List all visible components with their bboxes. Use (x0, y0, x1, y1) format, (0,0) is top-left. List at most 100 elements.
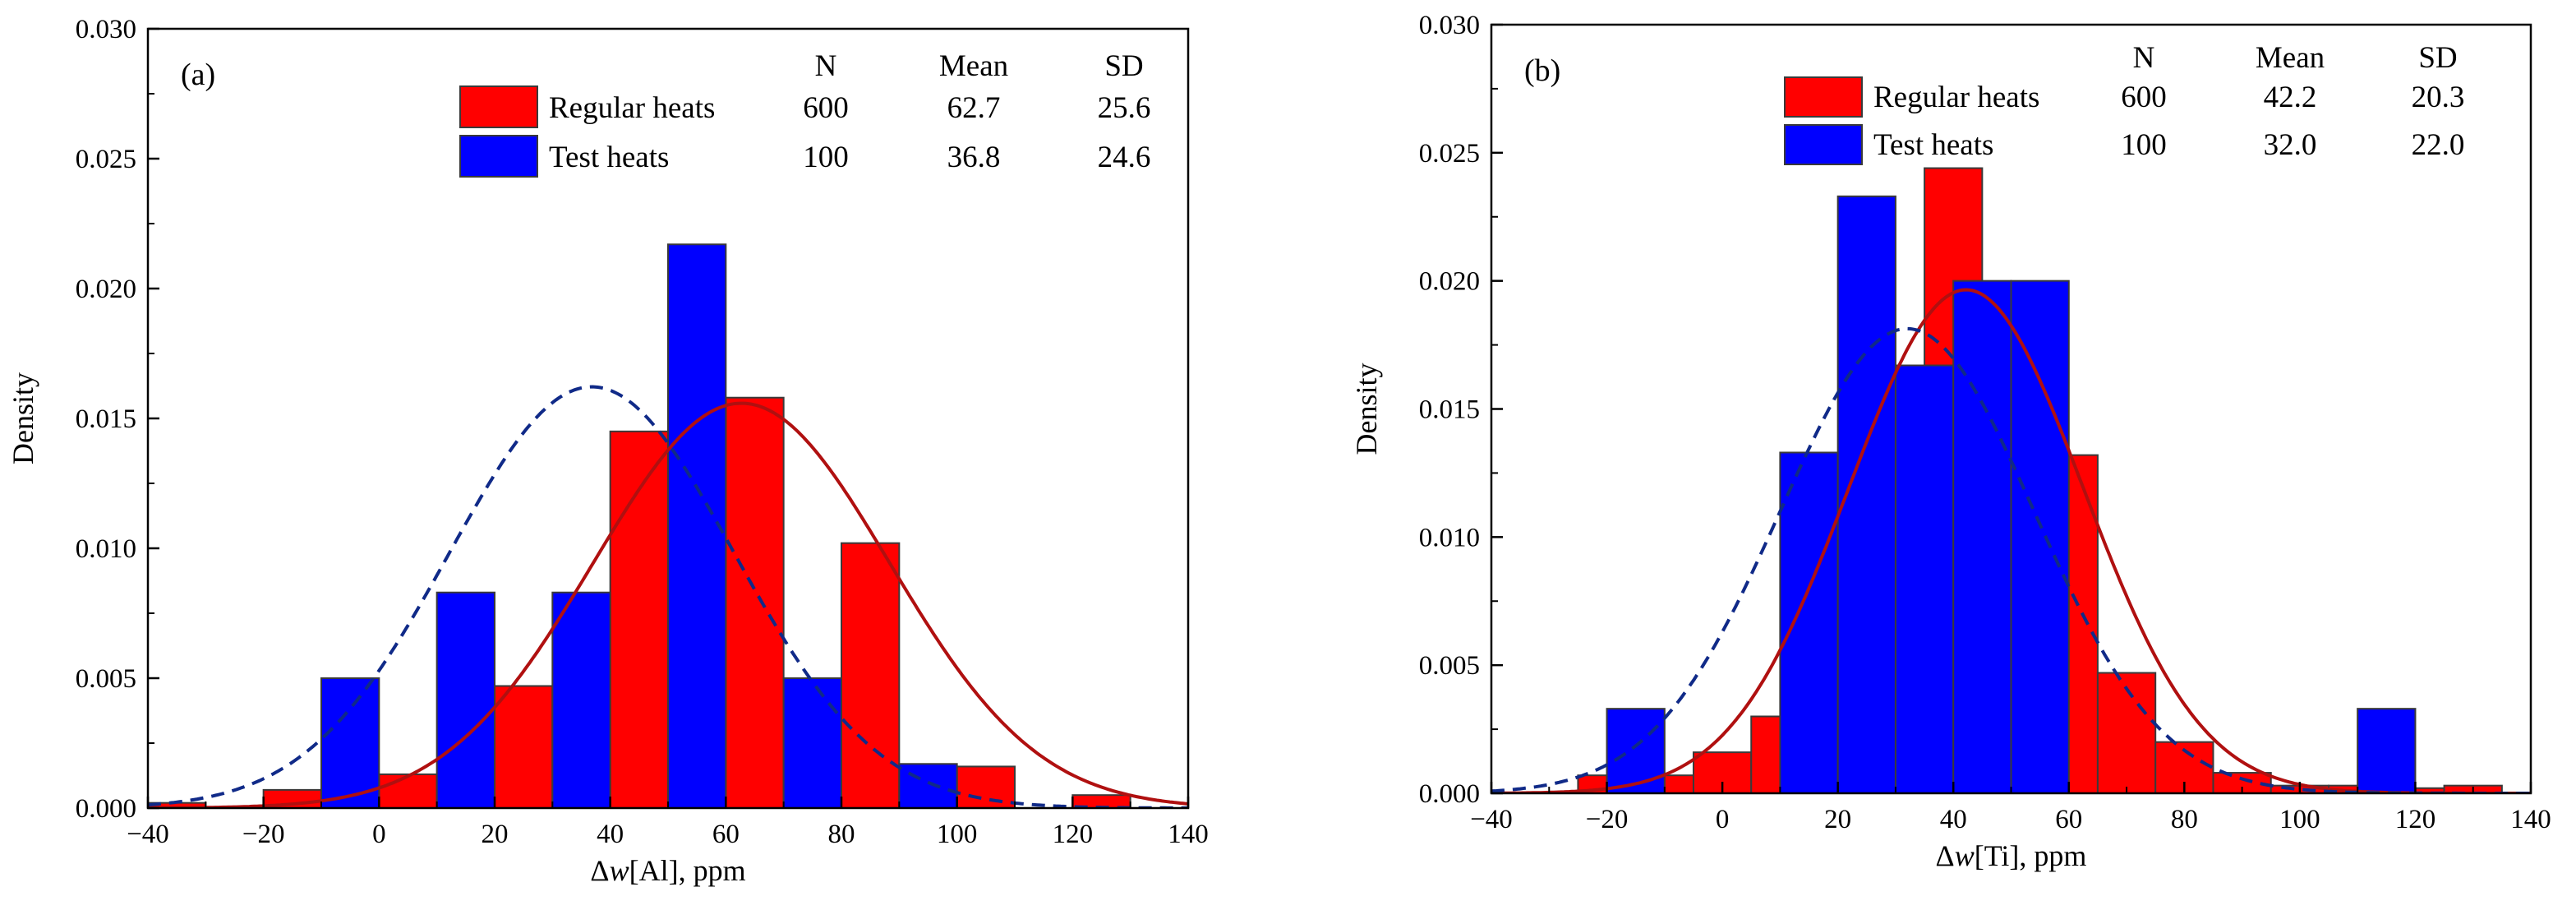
legend-header-mean: Mean (939, 49, 1008, 83)
legend-n-value: 100 (2121, 128, 2167, 162)
x-tick-label: 40 (597, 820, 624, 849)
y-tick-label: 0.010 (1419, 523, 1480, 552)
histogram-bar (2154, 741, 2214, 793)
plot-area (148, 243, 1188, 808)
histogram-bar (378, 773, 438, 808)
panel-label: (b) (1524, 53, 1560, 88)
chart-panel-a: −40 −20 0 20 40 60 80 100 120 1400.0000.0050.0100… (7, 15, 1209, 887)
histogram-bar (609, 430, 670, 808)
x-axis: −40 −20 0 20 40 60 80 100 120 140 (1470, 782, 2551, 834)
legend-header-mean: Mean (2256, 41, 2325, 75)
x-tick-label: 60 (2055, 805, 2082, 834)
legend-header-n: N (815, 49, 837, 83)
histogram-bar (898, 763, 958, 808)
x-axis-title: Δw[Ti], ppm (1936, 839, 2087, 872)
x-tick-label: 80 (2171, 805, 2198, 834)
x-tick-label: 140 (1168, 820, 1209, 849)
series-bars-regular (148, 396, 1131, 808)
histogram-bar (782, 677, 843, 808)
y-tick-label: 0.015 (76, 404, 136, 434)
y-tick-label: 0.030 (1419, 11, 1480, 40)
x-tick-label: 20 (482, 820, 509, 849)
legend-swatch (459, 85, 538, 128)
histogram-bar (1779, 451, 1839, 793)
histogram-bar (725, 396, 785, 808)
histogram-bar (320, 677, 380, 808)
histogram-bar (2357, 708, 2417, 793)
legend-series-name: Test heats (549, 141, 669, 174)
x-tick-label: 100 (2279, 805, 2320, 834)
legend-series-name: Regular heats (549, 91, 715, 125)
y-tick-label: 0.025 (1419, 139, 1480, 169)
y-axis-title: Density (7, 372, 39, 464)
histogram-bar (1894, 364, 1955, 793)
x-tick-label: −20 (242, 820, 285, 849)
x-tick-label: 0 (1716, 805, 1730, 834)
legend-swatch (1784, 124, 1863, 165)
y-tick-label: 0.015 (1419, 395, 1480, 425)
legend-n-value: 600 (803, 91, 849, 125)
histogram-bar (435, 591, 496, 808)
y-tick-label: 0.030 (76, 15, 136, 44)
x-tick-label: 60 (712, 820, 740, 849)
legend-mean-value: 62.7 (947, 91, 1001, 125)
legend-sd-value: 22.0 (2412, 128, 2465, 162)
histogram-bar (841, 542, 901, 808)
plot-area (1491, 167, 2531, 793)
y-tick-label: 0.005 (1419, 651, 1480, 681)
x-tick-label: 120 (1053, 820, 1094, 849)
y-axis: 0.000 0.005 0.010 0.015 0.020 0.025 0.030 (1419, 11, 1503, 809)
panel-label: (a) (181, 58, 215, 92)
legend: N Mean SD Regular heats 600 42.2 20.3 Test heat… (1784, 41, 2465, 165)
legend-mean-value: 42.2 (2264, 81, 2317, 114)
histogram-bar (1606, 708, 1666, 793)
series-bars-test (1606, 195, 2417, 793)
normal-curve-regular (148, 401, 1188, 808)
x-axis-title-suffix: [Al], ppm (629, 854, 746, 887)
histogram-bar (2096, 672, 2157, 793)
y-tick-label: 0.025 (76, 145, 136, 174)
legend-n-value: 600 (2121, 81, 2167, 114)
x-tick-label: −40 (1470, 805, 1513, 834)
legend-swatch (1784, 76, 1863, 118)
y-axis-title: Density (1350, 363, 1383, 455)
y-tick-label: 0.010 (76, 534, 136, 564)
y-tick-label: 0.005 (76, 664, 136, 694)
x-axis-title-delta: Δ (1936, 839, 1955, 872)
legend-header-sd: SD (1104, 49, 1143, 83)
histogram-bar (494, 685, 554, 808)
y-axis: 0.000 0.005 0.010 0.015 0.020 0.025 0.030 (76, 15, 159, 824)
x-axis-title-suffix: [Ti], ppm (1975, 839, 2087, 872)
series-bars-test (320, 243, 958, 808)
x-tick-label: 20 (1824, 805, 1851, 834)
y-tick-label: 0.020 (76, 275, 136, 304)
x-axis-title-var: w (1955, 839, 1975, 872)
histogram-bar (956, 765, 1016, 808)
legend-sd-value: 25.6 (1098, 91, 1151, 125)
x-tick-label: 80 (828, 820, 855, 849)
x-tick-label: −40 (127, 820, 169, 849)
legend-series-name: Test heats (1873, 128, 1993, 162)
legend-mean-value: 36.8 (947, 141, 1001, 174)
x-axis-title-var: w (610, 854, 629, 887)
x-axis: −40 −20 0 20 40 60 80 100 120 140 (127, 797, 1209, 849)
x-tick-label: 40 (1940, 805, 1967, 834)
histogram-bar (1952, 279, 2012, 793)
legend-header-n: N (2133, 41, 2155, 75)
legend-sd-value: 20.3 (2412, 81, 2465, 114)
x-tick-label: −20 (1586, 805, 1629, 834)
x-tick-label: 100 (937, 820, 978, 849)
x-axis-title-delta: Δ (590, 854, 609, 887)
legend-series-name: Regular heats (1873, 81, 2039, 114)
y-tick-label: 0.020 (1419, 267, 1480, 297)
chart-panel-b: −40 −20 0 20 40 60 80 100 120 1400.0000.0050.0100… (1350, 11, 2551, 872)
y-tick-label: 0.000 (76, 794, 136, 824)
x-tick-label: 0 (372, 820, 386, 849)
legend-swatch (459, 135, 538, 178)
legend-header-sd: SD (2418, 41, 2457, 75)
histogram-bar (2010, 279, 2070, 793)
histogram-bar (551, 591, 611, 808)
x-tick-label: 120 (2395, 805, 2436, 834)
